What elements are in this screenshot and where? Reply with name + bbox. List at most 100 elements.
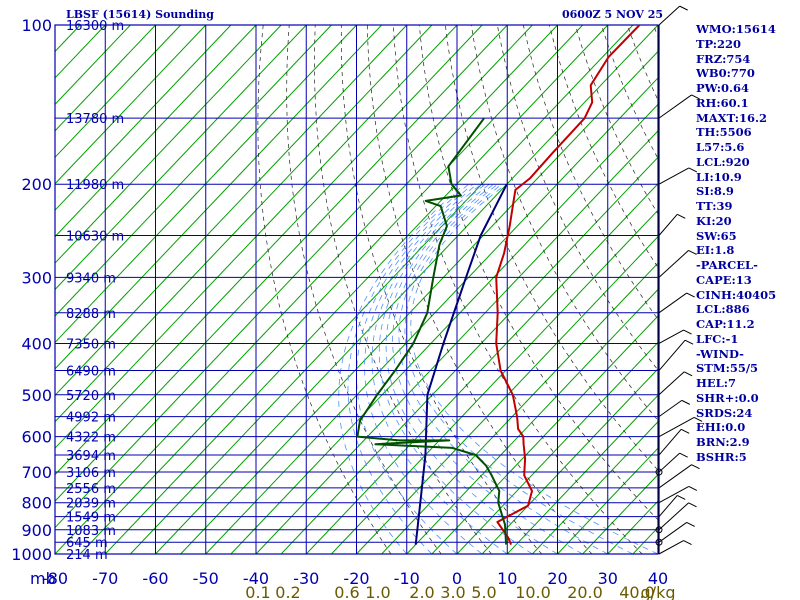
isotherm-line <box>55 25 232 211</box>
isotherm-line <box>381 262 658 554</box>
moist-adiabat <box>338 183 465 554</box>
wind-barb <box>658 502 689 531</box>
height-label: 9340 m <box>66 271 116 286</box>
mixing-ratio-label: 0.6 <box>334 583 359 600</box>
moist-adiabat <box>378 183 533 554</box>
x-tick-label: 0 <box>452 569 462 588</box>
y-tick-label: 500 <box>21 386 52 405</box>
wind-barb-flag <box>679 452 688 458</box>
wind-barb <box>658 329 684 344</box>
wind-barb <box>658 5 681 26</box>
moist-adiabat <box>404 183 634 554</box>
y-tick-label: 800 <box>21 494 52 513</box>
index-line: EHI:0.0 <box>696 420 746 435</box>
wind-barb-flag <box>680 428 690 434</box>
height-label: 5720 m <box>66 389 116 404</box>
isotherm-line <box>55 25 483 476</box>
index-line: WB0:770 <box>696 66 755 81</box>
isotherm-line <box>55 25 433 423</box>
wind-barb-flag <box>681 399 691 405</box>
x-tick-label: 20 <box>547 569 567 588</box>
isotherm-line <box>456 341 658 554</box>
height-label: 16300 m <box>66 19 124 34</box>
isotherm-line <box>230 103 658 554</box>
isotherm-line <box>55 25 533 529</box>
index-line: WMO:15614 <box>696 22 776 36</box>
height-label: 11980 m <box>66 178 124 193</box>
wind-barb <box>658 292 687 314</box>
wind-barb-flag <box>679 5 688 11</box>
wind-barb-flag <box>677 494 686 500</box>
mixing-ratio-label: 5.0 <box>471 583 496 600</box>
index-line: -PARCEL- <box>696 258 758 272</box>
wind-barb <box>658 522 687 543</box>
wind-barb <box>658 213 678 236</box>
chart-title: LBSF (15614) Sounding <box>66 8 214 21</box>
isotherm-line <box>55 25 282 264</box>
wind-barb-flag <box>677 213 686 219</box>
y-tick-label: 600 <box>21 428 52 447</box>
height-label: 2039 m <box>66 497 116 512</box>
x-tick-label: 30 <box>598 569 618 588</box>
isotherm-line <box>481 368 658 554</box>
mixing-ratio-label: 2.0 <box>409 583 434 600</box>
wind-barb <box>658 371 685 396</box>
y-tick-label: 1000 <box>11 545 52 564</box>
wind-barb <box>658 464 692 489</box>
y-tick-label: 100 <box>21 16 52 35</box>
isotherm-line <box>557 447 658 554</box>
x-tick-label: 40 <box>648 569 668 588</box>
index-line: TT:39 <box>696 199 733 213</box>
x-tick-label: -70 <box>92 569 118 588</box>
height-label: 13780 m <box>66 112 124 127</box>
index-line: FRZ:754 <box>696 51 751 66</box>
mixing-ratio-label: 40.0 <box>619 583 655 600</box>
index-line: LI:10.9 <box>696 169 742 184</box>
height-label: 214 m <box>66 548 108 563</box>
height-label: 8288 m <box>66 307 116 322</box>
moist-adiabat <box>347 183 469 554</box>
x-tick-label: 10 <box>497 569 517 588</box>
index-line: LCL:920 <box>696 154 750 169</box>
isotherm-line <box>55 25 357 344</box>
isotherm-line <box>130 25 634 554</box>
wind-barb <box>658 250 689 278</box>
height-label: 1083 m <box>66 524 116 539</box>
index-line: LFC:-1 <box>696 331 739 346</box>
x-tick-label: -50 <box>193 569 219 588</box>
index-line: KI:20 <box>696 213 732 228</box>
index-line: LCL:886 <box>696 302 750 317</box>
isotherm-line <box>55 25 383 370</box>
moist-adiabat <box>356 183 474 554</box>
index-line: MAXT:16.2 <box>696 110 767 125</box>
wind-barb-flag <box>691 464 700 470</box>
y-tick-label: 400 <box>21 334 52 353</box>
dewpoint-trace <box>356 117 508 545</box>
y-tick-label: 200 <box>21 175 52 194</box>
isotherm-line <box>406 288 658 554</box>
mixing-ratio-label: 3.0 <box>440 583 465 600</box>
calm-wind-marker <box>655 538 663 546</box>
index-line: TH:5506 <box>696 125 752 140</box>
wind-barb-flag <box>693 417 703 422</box>
wind-barb-flag <box>683 540 692 546</box>
wind-barb-flag <box>683 371 693 377</box>
x-tick-label: -80 <box>42 569 68 588</box>
height-label: 645 m <box>66 536 108 551</box>
height-label: 10630 m <box>66 230 124 245</box>
plot-frame <box>54 24 659 555</box>
y-tick-label: 900 <box>21 521 52 540</box>
wind-barb <box>658 452 681 473</box>
mixing-ratio-label: 1.0 <box>365 583 390 600</box>
isotherm-line <box>55 25 182 159</box>
wind-barb-flag <box>688 502 697 508</box>
isotherm-line <box>55 25 332 317</box>
wind-barb <box>658 540 684 555</box>
wind-barb <box>658 495 678 517</box>
wind-barb <box>658 428 682 456</box>
wind-barb-flag <box>686 292 695 298</box>
index-line: SHR+:0.0 <box>696 390 759 405</box>
wind-barb <box>658 399 683 418</box>
height-label: 1549 m <box>66 511 116 526</box>
